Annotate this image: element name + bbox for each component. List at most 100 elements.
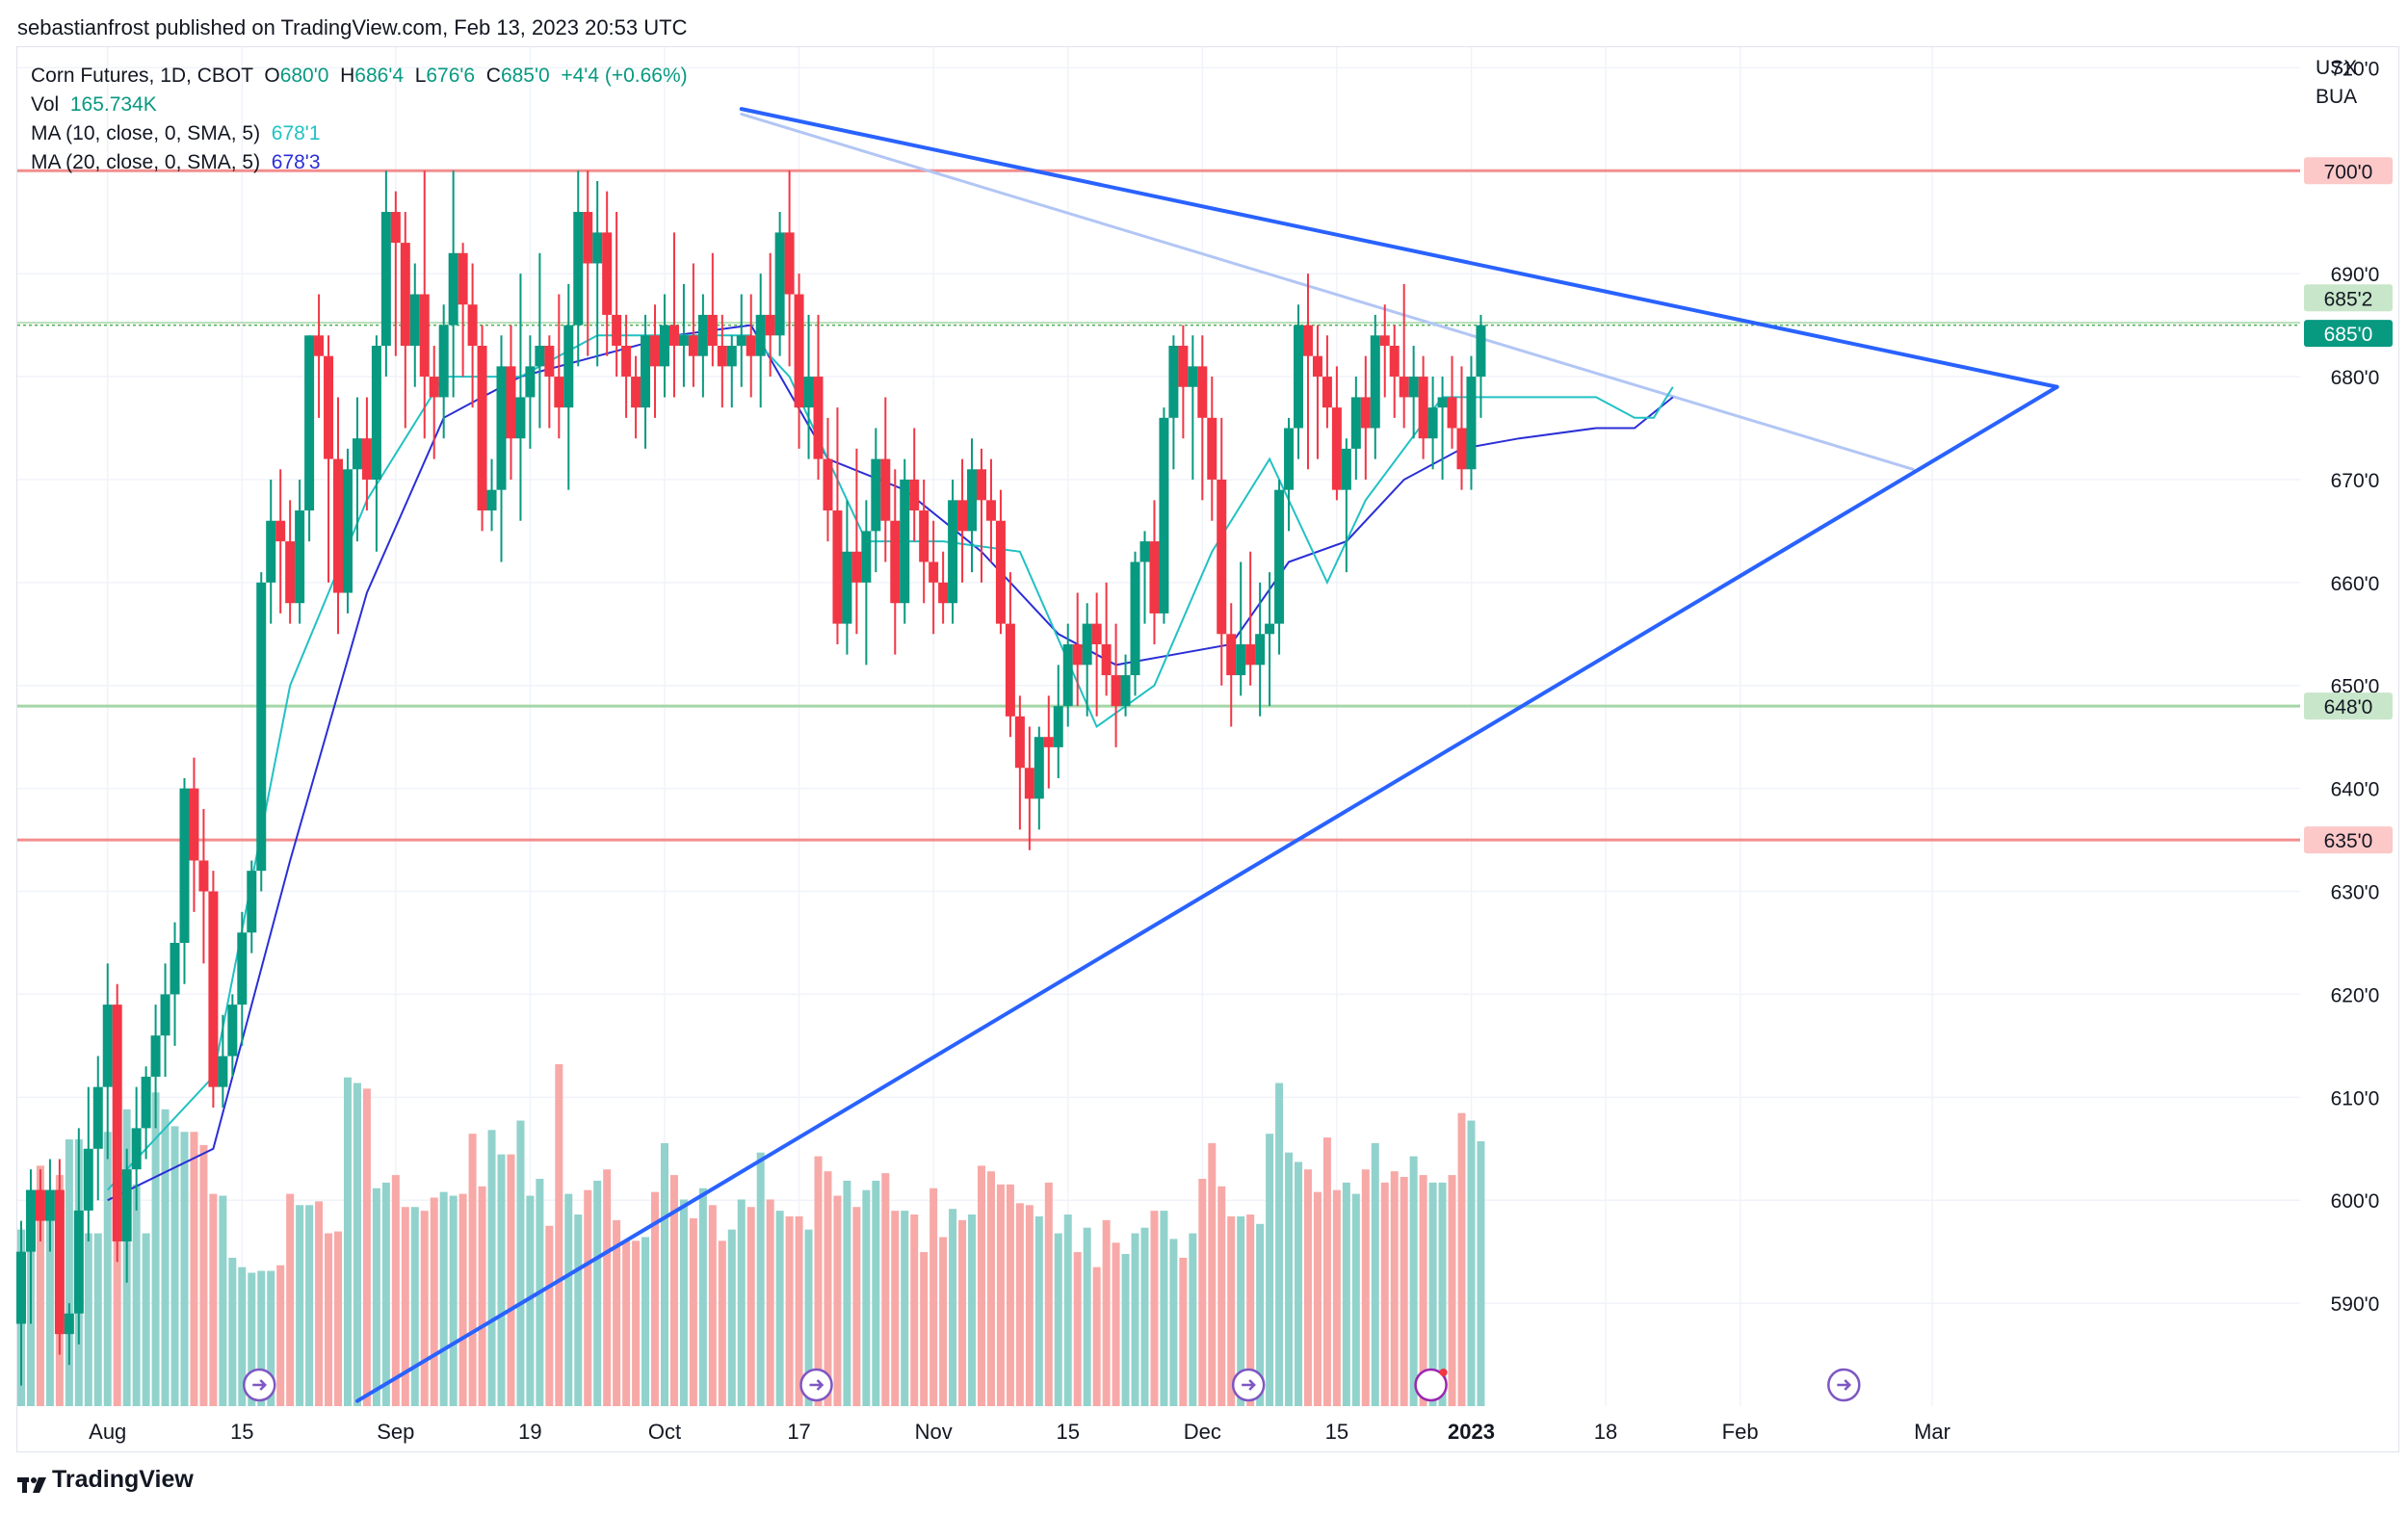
volume-bar	[1275, 1083, 1284, 1406]
volume-bar	[804, 1229, 813, 1406]
volume-bar	[1477, 1140, 1485, 1406]
candle-body	[659, 325, 669, 367]
candle-body	[678, 335, 689, 346]
volume-bar	[1332, 1189, 1341, 1406]
candle-body	[458, 252, 468, 305]
legend-high-value: 686'4	[354, 65, 405, 87]
volume-bar	[362, 1088, 371, 1406]
legend-ohlc-row: Corn Futures, 1D, CBOT O680'0 H686'4 L67…	[31, 62, 688, 91]
candle-body	[900, 479, 910, 604]
candle-body	[650, 335, 661, 367]
volume-bar	[1227, 1215, 1236, 1406]
volume-bar	[1063, 1214, 1072, 1406]
chart-legend: Corn Futures, 1D, CBOT O680'0 H686'4 L67…	[31, 62, 688, 177]
volume-bar	[939, 1237, 948, 1406]
candle-body	[1034, 737, 1044, 799]
candle-body	[304, 335, 315, 511]
volume-bar	[814, 1156, 823, 1406]
candle-body	[285, 541, 296, 604]
volume-bar	[669, 1175, 678, 1406]
candle-body	[717, 345, 727, 367]
volume-bar	[555, 1064, 563, 1406]
latest-event-icon	[1414, 1368, 1448, 1402]
volume-bar	[1295, 1162, 1303, 1406]
volume-bar	[613, 1219, 621, 1406]
volume-bar	[1409, 1156, 1418, 1406]
y-tick-label: 650'0	[2331, 676, 2380, 698]
candle-body	[1427, 407, 1438, 439]
candle-body	[525, 366, 536, 398]
legend-close-label: C	[485, 65, 501, 87]
currency-line1: USX	[2316, 57, 2358, 79]
candle-body	[977, 469, 986, 501]
currency-unit[interactable]: USX BUA	[2316, 54, 2357, 112]
volume-bar	[978, 1165, 985, 1406]
event-marker-arrow	[809, 1379, 824, 1391]
volume-bar	[603, 1169, 612, 1406]
volume-bar	[161, 1109, 170, 1406]
volume-bar	[1342, 1182, 1350, 1406]
x-tick-label: Mar	[1914, 1420, 1950, 1444]
x-tick-label: Nov	[915, 1420, 953, 1444]
volume-bar	[430, 1197, 438, 1406]
candle-body	[1370, 335, 1380, 429]
candle-body	[823, 458, 833, 511]
candle-body	[131, 1128, 142, 1170]
candle-body	[324, 355, 334, 459]
x-tick-label: Sep	[377, 1420, 414, 1444]
volume-bar	[660, 1142, 668, 1406]
candle-body	[929, 561, 939, 583]
candle-body	[803, 377, 814, 408]
candle-body	[641, 335, 651, 408]
volume-bar	[267, 1270, 275, 1406]
candle-body	[985, 500, 996, 521]
volume-bar	[727, 1229, 736, 1406]
volume-bar	[1448, 1175, 1456, 1406]
volume-bar	[420, 1211, 429, 1406]
candle-body	[774, 232, 785, 336]
candle-body	[967, 469, 978, 532]
volume-bar	[1351, 1193, 1360, 1406]
candle-body	[1350, 397, 1361, 449]
candle-body	[1005, 623, 1015, 717]
candle-body	[160, 994, 170, 1036]
candle-body	[668, 325, 679, 346]
candle-body	[1466, 377, 1477, 470]
tradingview-brand: TradingView	[52, 1466, 194, 1493]
candle-body	[1043, 737, 1054, 747]
tradingview-logo[interactable]: TradingView	[17, 1466, 194, 1494]
volume-bar	[219, 1195, 227, 1406]
legend-vol-label: Vol	[31, 93, 60, 116]
candle-body	[361, 438, 372, 480]
volume-bar	[1054, 1233, 1062, 1406]
y-tick-label: 620'0	[2331, 984, 2380, 1006]
volume-bar	[1083, 1227, 1091, 1406]
candle-body	[1062, 643, 1073, 707]
candle-body	[1437, 397, 1448, 408]
currency-line2: BUA	[2316, 86, 2358, 108]
volume-bar	[1303, 1169, 1312, 1406]
candle-body	[736, 335, 746, 346]
x-tick-label: Aug	[89, 1420, 126, 1444]
volume-bar	[775, 1211, 784, 1406]
candle-body	[602, 232, 613, 315]
volume-bar	[84, 1233, 92, 1406]
candle-body	[477, 345, 487, 511]
volume-bar	[689, 1217, 697, 1406]
volume-bar	[401, 1207, 409, 1406]
volume-bar	[891, 1211, 900, 1406]
volume-bar	[1266, 1134, 1274, 1406]
volume-bar	[1160, 1211, 1168, 1406]
candle-body	[707, 314, 718, 346]
candle-body	[1360, 397, 1371, 429]
volume-bar	[1428, 1182, 1437, 1406]
volume-bar	[286, 1193, 295, 1406]
volume-bar	[334, 1231, 343, 1406]
candle-body	[35, 1189, 45, 1221]
volume-bar	[1121, 1254, 1130, 1406]
volume-bar	[228, 1257, 237, 1406]
candle-body	[1379, 335, 1390, 346]
volume-bar	[852, 1207, 861, 1406]
candle-body	[1130, 561, 1140, 676]
